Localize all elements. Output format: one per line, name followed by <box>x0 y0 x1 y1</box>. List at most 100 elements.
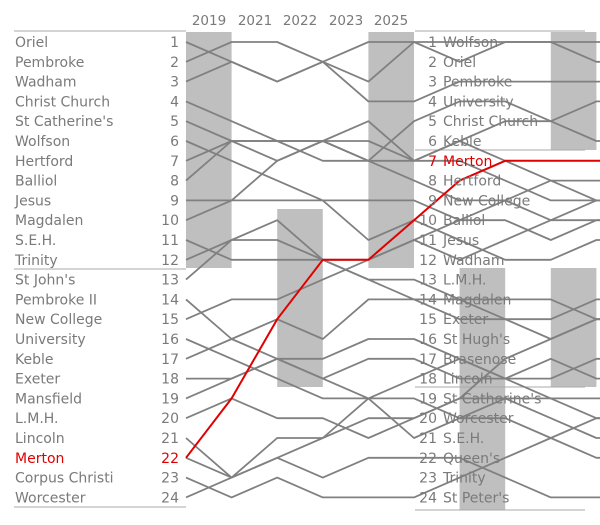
end-crew-label: Merton <box>443 154 492 170</box>
start-rank-label: 24 <box>161 490 179 506</box>
start-crew-label: Hertford <box>15 154 73 170</box>
division-band <box>550 268 597 387</box>
start-rank-label: 13 <box>161 273 179 289</box>
start-rank-label: 15 <box>161 312 179 328</box>
start-crew-label: St Catherine's <box>15 114 113 130</box>
start-crew-label: Mansfield <box>15 391 82 407</box>
end-crew-label: Hertford <box>443 174 501 190</box>
end-rank-label: 20 <box>419 411 437 427</box>
end-crew-label: St Hugh's <box>443 332 510 348</box>
crew-line <box>185 357 600 400</box>
highlight-crew-line <box>185 159 600 459</box>
end-crew-label: Exeter <box>443 312 488 328</box>
crew-line <box>185 397 600 499</box>
crew-line <box>185 437 600 499</box>
year-label: 2023 <box>329 13 363 29</box>
end-crew-label: Pembroke <box>443 75 512 91</box>
start-rank-label: 9 <box>170 193 179 209</box>
end-rank-label: 14 <box>419 292 437 308</box>
start-crew-label: Merton <box>15 451 64 467</box>
crew-line <box>185 100 600 162</box>
division-band <box>277 209 323 387</box>
end-crew-label: Brasenose <box>443 352 516 368</box>
end-rank-label: 22 <box>419 451 437 467</box>
start-crew-label: Christ Church <box>15 94 110 110</box>
year-label: 2025 <box>374 13 408 29</box>
start-crew-label: Wolfson <box>15 134 70 150</box>
end-crew-label: Keble <box>443 134 482 150</box>
start-rank-label: 18 <box>161 372 179 388</box>
start-rank-label: 17 <box>161 352 179 368</box>
year-label: 2019 <box>192 13 226 29</box>
end-crew-label: St Peter's <box>443 490 509 506</box>
highlight-line <box>185 159 600 459</box>
crew-lines <box>185 41 600 499</box>
start-crew-label: L.M.H. <box>15 411 59 427</box>
start-rank-label: 6 <box>170 134 179 150</box>
end-rank-label: 4 <box>428 94 437 110</box>
end-rank-label: 13 <box>419 273 437 289</box>
end-crew-label: Lincoln <box>443 372 493 388</box>
start-crew-label: Corpus Christi <box>15 471 114 487</box>
start-rank-label: 20 <box>161 411 179 427</box>
end-rank-label: 8 <box>428 174 437 190</box>
start-rank-label: 23 <box>161 471 179 487</box>
end-rank-label: 12 <box>419 253 437 269</box>
end-crew-label: Jesus <box>442 233 479 249</box>
start-rank-label: 2 <box>170 55 179 71</box>
end-rank-label: 11 <box>419 233 437 249</box>
end-rank-label: 21 <box>419 431 437 447</box>
start-rank-label: 7 <box>170 154 179 170</box>
crew-line <box>185 41 600 103</box>
end-rank-label: 6 <box>428 134 437 150</box>
end-crew-label: L.M.H. <box>443 273 487 289</box>
end-rank-label: 1 <box>428 35 437 51</box>
start-crew-label: Pembroke <box>15 55 84 71</box>
crew-labels: Oriel 1 Pembroke 2 Wadham 3 Christ Church 4 St C… <box>14 35 541 506</box>
start-crew-label: S.E.H. <box>15 233 56 249</box>
end-rank-label: 7 <box>428 154 437 170</box>
crew-line <box>185 239 600 321</box>
end-crew-label: St Catherine's <box>443 391 541 407</box>
end-rank-label: 2 <box>428 55 437 71</box>
start-crew-label: Exeter <box>15 372 60 388</box>
end-rank-label: 18 <box>419 372 437 388</box>
end-rank-label: 3 <box>428 75 437 91</box>
crew-line <box>185 41 600 83</box>
start-crew-label: University <box>15 332 86 348</box>
division-bands <box>186 32 597 510</box>
start-rank-label: 4 <box>170 94 179 110</box>
division-lines <box>14 30 585 511</box>
start-rank-label: 10 <box>161 213 179 229</box>
crew-line <box>186 120 600 202</box>
start-crew-label: Worcester <box>15 490 86 506</box>
end-crew-label: Wolfson <box>443 35 498 51</box>
end-rank-label: 10 <box>419 213 437 229</box>
end-rank-label: 5 <box>428 114 437 130</box>
start-crew-label: Oriel <box>15 35 48 51</box>
division-band <box>550 32 597 150</box>
start-rank-label: 19 <box>161 391 179 407</box>
end-crew-label: Wadham <box>443 253 505 269</box>
end-crew-label: Queen's <box>443 451 500 467</box>
end-crew-label: Magdalen <box>443 292 511 308</box>
start-crew-label: St John's <box>15 273 75 289</box>
end-rank-label: 23 <box>419 471 437 487</box>
year-labels: 2019 2021 2022 2023 2025 <box>192 13 408 29</box>
crew-line <box>185 397 600 479</box>
crew-line <box>185 437 600 499</box>
start-crew-label: Jesus <box>14 193 51 209</box>
end-rank-label: 17 <box>419 352 437 368</box>
end-rank-label: 24 <box>419 490 437 506</box>
end-rank-label: 9 <box>428 193 437 209</box>
end-crew-label: Trinity <box>442 471 486 487</box>
start-crew-label: Lincoln <box>15 431 65 447</box>
start-rank-label: 1 <box>170 35 179 51</box>
end-rank-label: 16 <box>419 332 437 348</box>
start-rank-label: 12 <box>161 253 179 269</box>
start-crew-label: Wadham <box>15 75 77 91</box>
end-crew-label: Oriel <box>443 55 476 71</box>
start-crew-label: Pembroke II <box>15 292 97 308</box>
start-rank-label: 14 <box>161 292 179 308</box>
